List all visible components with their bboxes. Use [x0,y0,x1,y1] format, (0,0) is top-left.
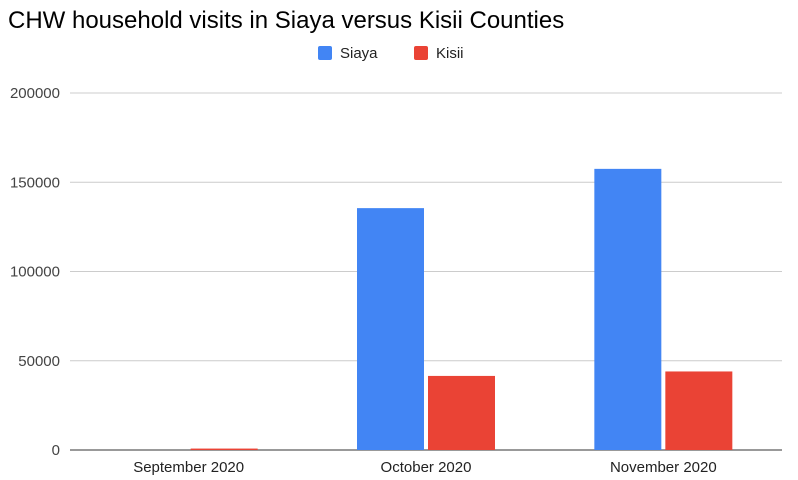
x-category-label: October 2020 [381,459,472,476]
legend: Siaya Kisii [318,45,464,62]
x-category-label: September 2020 [133,459,244,476]
y-tick-label: 200000 [10,85,60,102]
chart-title: CHW household visits in Siaya versus Kis… [8,7,564,34]
bar-kisii-0 [190,448,258,450]
x-category-label: November 2020 [610,459,717,476]
bar-kisii-1 [428,375,495,450]
x-axis-category-labels: September 2020 October 2020 November 2020 [133,459,716,476]
y-tick-label: 0 [52,442,60,459]
bar-siaya-2 [594,168,662,451]
gridlines [70,92,782,451]
legend-swatch-kisii [414,46,428,60]
y-tick-label: 100000 [10,264,60,281]
legend-swatch-siaya [318,46,332,60]
bar-kisii-2 [665,371,733,450]
legend-label-kisii: Kisii [436,45,464,62]
bars [190,168,733,451]
y-tick-label: 50000 [18,353,60,370]
bar-siaya-1 [357,208,424,450]
y-axis-tick-labels: 0 50000 100000 150000 200000 [10,85,60,459]
y-tick-label: 150000 [10,174,60,191]
legend-label-siaya: Siaya [340,45,378,62]
